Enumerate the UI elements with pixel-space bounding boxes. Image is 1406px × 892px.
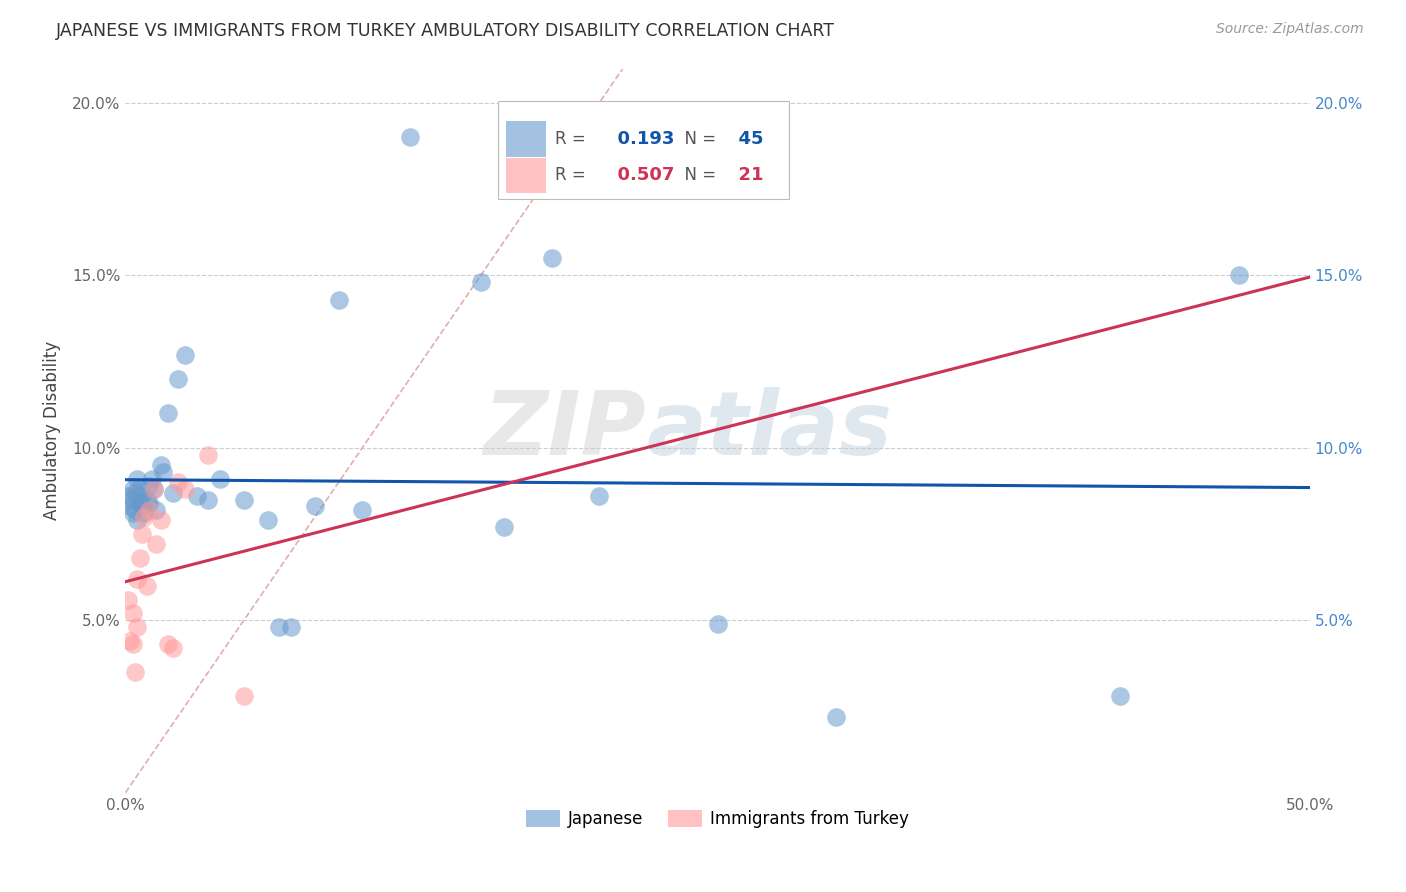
Point (162, 640, 184, 655)
Point (145, 537, 167, 551)
Y-axis label: Ambulatory Disability: Ambulatory Disability (44, 341, 60, 520)
Point (142, 482, 165, 496)
Text: 0.193: 0.193 (605, 129, 675, 148)
Point (142, 482, 165, 496)
Point (470, 275, 492, 289)
Point (120, 634, 142, 648)
Point (117, 592, 139, 607)
Point (131, 500, 153, 514)
Point (152, 465, 174, 479)
Point (209, 472, 232, 486)
Point (352, 503, 374, 517)
Point (150, 458, 173, 472)
Point (124, 503, 146, 517)
Point (138, 503, 160, 517)
Legend: Japanese, Immigrants from Turkey: Japanese, Immigrants from Turkey (520, 804, 915, 835)
FancyBboxPatch shape (506, 158, 546, 193)
Text: N =: N = (673, 129, 716, 148)
Point (134, 506, 156, 520)
Point (1227, 268, 1250, 283)
FancyBboxPatch shape (506, 121, 546, 157)
FancyBboxPatch shape (499, 101, 789, 199)
Point (120, 492, 142, 507)
Point (128, 482, 150, 496)
Point (197, 448, 219, 462)
Point (135, 492, 157, 507)
Point (304, 500, 326, 514)
Point (124, 665, 146, 679)
Point (398, 130, 420, 145)
Point (128, 551, 150, 566)
Point (157, 637, 180, 651)
Point (127, 513, 149, 527)
Point (121, 482, 143, 496)
Text: atlas: atlas (647, 387, 893, 474)
Point (706, 616, 728, 631)
Point (135, 579, 157, 593)
Point (256, 513, 278, 527)
Point (173, 348, 195, 362)
Text: 21: 21 (725, 166, 763, 184)
Point (328, 293, 350, 307)
Point (128, 496, 150, 510)
Point (121, 506, 143, 520)
Text: ZIP: ZIP (484, 387, 647, 474)
Point (127, 472, 149, 486)
Point (138, 496, 160, 510)
Point (157, 406, 180, 420)
Point (540, 251, 562, 265)
Point (120, 500, 142, 514)
Point (825, 710, 848, 724)
Point (1109, 689, 1132, 703)
Point (150, 513, 173, 527)
Point (232, 492, 254, 507)
Point (166, 475, 188, 490)
Point (166, 372, 188, 386)
Point (269, 620, 291, 634)
Text: R =: R = (555, 129, 586, 148)
Point (141, 472, 163, 486)
Text: 0.507: 0.507 (605, 166, 675, 184)
Point (117, 489, 139, 503)
Point (127, 620, 149, 634)
Text: R =: R = (555, 166, 586, 184)
Point (124, 485, 146, 500)
Point (588, 489, 610, 503)
Point (131, 489, 153, 503)
Text: N =: N = (673, 166, 716, 184)
Point (173, 482, 195, 496)
Point (121, 637, 143, 651)
Text: Source: ZipAtlas.com: Source: ZipAtlas.com (1216, 22, 1364, 37)
Text: 45: 45 (725, 129, 763, 148)
Text: JAPANESE VS IMMIGRANTS FROM TURKEY AMBULATORY DISABILITY CORRELATION CHART: JAPANESE VS IMMIGRANTS FROM TURKEY AMBUL… (56, 22, 835, 40)
Point (127, 572, 149, 586)
Point (494, 520, 516, 534)
Point (138, 479, 160, 493)
Point (197, 492, 219, 507)
Point (162, 485, 184, 500)
Point (131, 527, 153, 541)
Point (280, 620, 302, 634)
Point (232, 689, 254, 703)
Point (145, 503, 167, 517)
Point (121, 607, 143, 621)
Point (186, 489, 208, 503)
Point (134, 509, 156, 524)
